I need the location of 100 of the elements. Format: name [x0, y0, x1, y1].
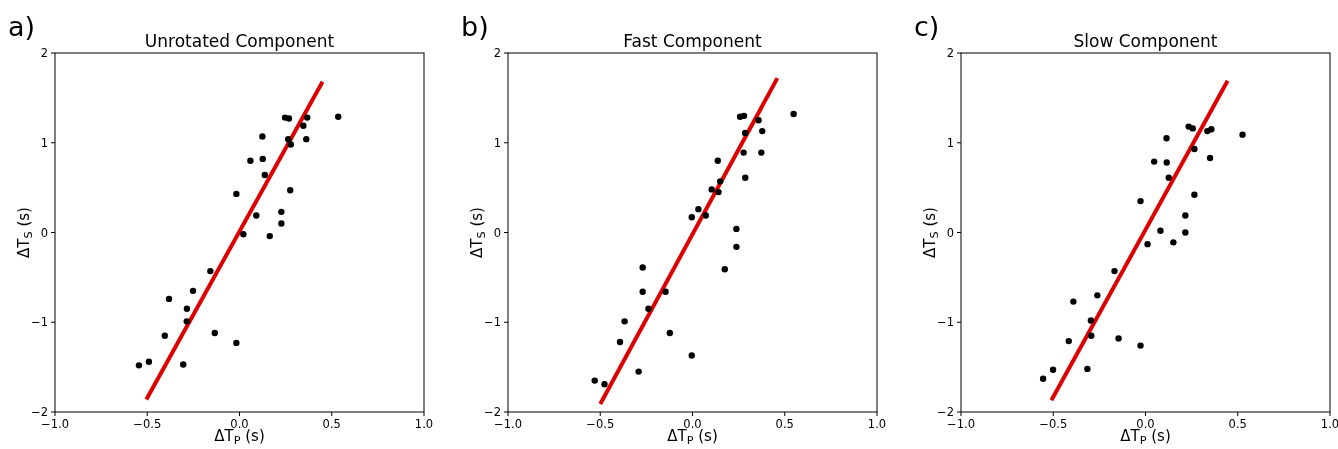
- x-tick-label: 0.5: [322, 417, 341, 431]
- point: [1137, 197, 1144, 205]
- text: a): [8, 11, 36, 42]
- point: [183, 305, 191, 312]
- point: [740, 149, 747, 156]
- text: c): [914, 11, 940, 42]
- x-tick-label: 1.0: [867, 417, 887, 431]
- point: [702, 212, 709, 219]
- point: [1144, 240, 1151, 248]
- point: [1189, 125, 1196, 132]
- point: [742, 174, 749, 181]
- point: [1070, 298, 1077, 305]
- point: [233, 190, 240, 198]
- point: [1039, 375, 1047, 382]
- y-tick-label: −2: [484, 405, 501, 419]
- point: [285, 135, 292, 143]
- point: [758, 149, 765, 156]
- point: [708, 186, 715, 193]
- point: [591, 377, 598, 384]
- point: [616, 338, 624, 346]
- point: [161, 332, 168, 339]
- x-tick-label: −0.5: [586, 417, 615, 431]
- point: [261, 171, 268, 179]
- point: [1065, 337, 1072, 345]
- point: [1157, 227, 1164, 234]
- point: [688, 214, 695, 221]
- y-tick-label: −1: [484, 315, 501, 330]
- point: [240, 231, 247, 238]
- point: [266, 232, 273, 240]
- x-tick-label: −0.5: [1039, 417, 1068, 431]
- x-tick-label: 1.0: [414, 417, 434, 431]
- point: [278, 220, 285, 227]
- point: [733, 225, 740, 233]
- point: [300, 122, 307, 129]
- y-tick-label: 1: [946, 135, 954, 150]
- point: [180, 361, 187, 368]
- point: [1115, 335, 1122, 342]
- point: [714, 157, 721, 164]
- point: [183, 318, 190, 325]
- point: [1182, 229, 1189, 236]
- chart-title: Fast Component: [623, 31, 762, 51]
- point: [1170, 239, 1177, 246]
- point: [335, 113, 342, 120]
- y-tick-label: 0: [946, 225, 954, 240]
- point: [259, 155, 266, 163]
- point: [304, 114, 311, 121]
- point: [639, 264, 646, 271]
- point: [1094, 292, 1101, 299]
- y-tick-label: 0: [493, 225, 501, 240]
- point: [1165, 174, 1172, 181]
- point: [247, 157, 254, 164]
- point: [1150, 158, 1158, 165]
- point: [1208, 126, 1215, 133]
- point: [303, 135, 310, 143]
- y-tick-label: 1: [40, 135, 48, 150]
- point: [741, 129, 749, 137]
- point: [135, 362, 143, 369]
- point: [145, 358, 153, 365]
- point: [1239, 131, 1246, 138]
- point: [662, 288, 669, 295]
- point: [1084, 365, 1091, 373]
- y-tick-label: 1: [493, 135, 501, 150]
- point: [287, 187, 294, 194]
- point: [666, 329, 674, 337]
- point: [790, 110, 797, 118]
- y-tick-label: −2: [31, 405, 48, 419]
- point: [259, 133, 266, 140]
- y-tick-label: 2: [946, 46, 954, 60]
- point: [755, 117, 762, 124]
- x-tick-label: −0.5: [133, 417, 162, 431]
- point: [639, 288, 646, 295]
- point: [253, 212, 260, 219]
- point: [1111, 267, 1118, 275]
- chart-title: Unrotated Component: [144, 31, 335, 51]
- point: [695, 205, 702, 213]
- y-tick-label: 2: [40, 46, 48, 60]
- point: [1163, 135, 1170, 142]
- x-tick-label: 0.5: [775, 417, 794, 431]
- point: [1206, 154, 1214, 162]
- point: [645, 305, 652, 312]
- point: [1191, 145, 1198, 153]
- point: [740, 112, 748, 120]
- point: [1049, 366, 1057, 374]
- point: [721, 266, 728, 273]
- y-tick-label: −2: [937, 405, 954, 419]
- point: [688, 352, 695, 359]
- x-tick-label: −1.0: [947, 417, 975, 431]
- y-tick-label: 0: [40, 225, 48, 240]
- y-tick-label: 2: [493, 46, 501, 60]
- y-tick-label: −1: [937, 315, 954, 330]
- point: [1163, 159, 1170, 166]
- point: [1182, 212, 1189, 219]
- point: [601, 380, 608, 388]
- point: [1191, 191, 1198, 198]
- point: [233, 339, 240, 347]
- x-tick-label: 0.5: [1228, 417, 1247, 431]
- x-tick-label: 1.0: [1320, 417, 1338, 431]
- chart-title: Slow Component: [1073, 31, 1218, 51]
- point: [287, 141, 294, 148]
- point: [207, 267, 214, 275]
